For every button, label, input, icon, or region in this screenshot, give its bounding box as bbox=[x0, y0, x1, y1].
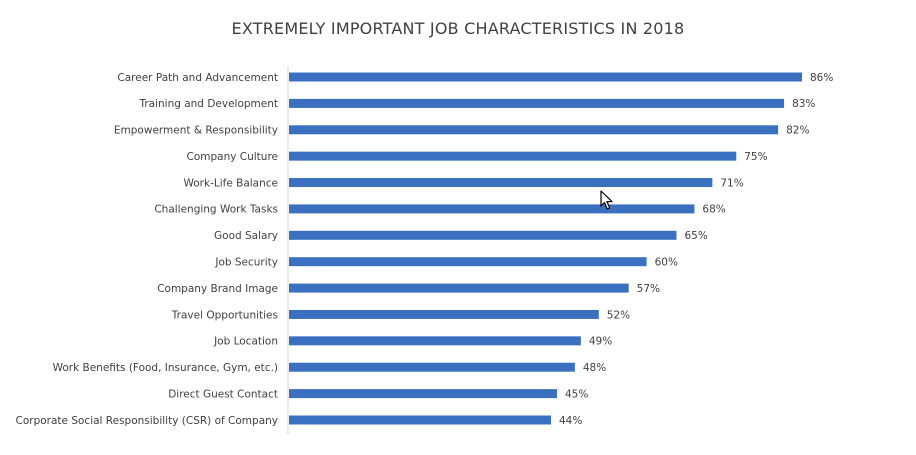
category-label: Good Salary bbox=[214, 230, 278, 242]
category-label: Training and Development bbox=[138, 98, 278, 110]
category-label: Direct Guest Contact bbox=[168, 388, 278, 400]
value-labels: 86% 83% 82% 75% 71% 68% 65% 60% 57% 52% 49% 48% 45% 4… bbox=[559, 72, 833, 427]
bar bbox=[289, 98, 785, 108]
value-label: 75% bbox=[744, 151, 767, 163]
category-label: Work Benefits (Food, Insurance, Gym, etc… bbox=[53, 362, 278, 374]
bar bbox=[289, 336, 581, 346]
value-label: 71% bbox=[720, 177, 743, 189]
value-label: 52% bbox=[607, 309, 630, 321]
mouse-pointer-icon bbox=[600, 190, 614, 216]
value-label: 57% bbox=[637, 283, 660, 295]
bar bbox=[289, 415, 551, 425]
value-label: 86% bbox=[810, 72, 833, 84]
category-label: Challenging Work Tasks bbox=[154, 204, 278, 216]
value-label: 49% bbox=[589, 336, 612, 348]
bar bbox=[289, 230, 677, 240]
value-label: 60% bbox=[655, 256, 678, 268]
value-label: 65% bbox=[684, 230, 707, 242]
category-labels: Career Path and Advancement Training and … bbox=[16, 72, 279, 427]
category-label: Corporate Social Responsibility (CSR) of… bbox=[16, 415, 279, 427]
category-label: Company Brand Image bbox=[157, 283, 278, 295]
value-label: 45% bbox=[565, 388, 588, 400]
bar bbox=[289, 389, 557, 399]
category-label: Career Path and Advancement bbox=[117, 72, 278, 84]
bar bbox=[289, 151, 737, 161]
category-label: Job Security bbox=[214, 256, 278, 268]
bar bbox=[289, 362, 575, 372]
value-label: 48% bbox=[583, 362, 606, 374]
category-label: Job Location bbox=[213, 336, 278, 348]
bar bbox=[289, 178, 713, 188]
category-label: Empowerment & Responsibility bbox=[114, 125, 278, 137]
bar bbox=[289, 125, 779, 135]
value-label: 83% bbox=[792, 98, 815, 110]
category-label: Travel Opportunities bbox=[171, 309, 278, 321]
category-label: Company Culture bbox=[186, 151, 278, 163]
value-label: 82% bbox=[786, 125, 809, 137]
bar bbox=[289, 283, 629, 293]
value-label: 68% bbox=[702, 204, 725, 216]
category-label: Work-Life Balance bbox=[183, 177, 278, 189]
bar bbox=[289, 257, 647, 267]
bar bbox=[289, 72, 802, 82]
bar bbox=[289, 204, 695, 214]
value-label: 44% bbox=[559, 415, 582, 427]
bars bbox=[289, 72, 802, 425]
chart-title: EXTREMELY IMPORTANT JOB CHARACTERISTICS … bbox=[231, 19, 685, 38]
bar bbox=[289, 309, 599, 319]
